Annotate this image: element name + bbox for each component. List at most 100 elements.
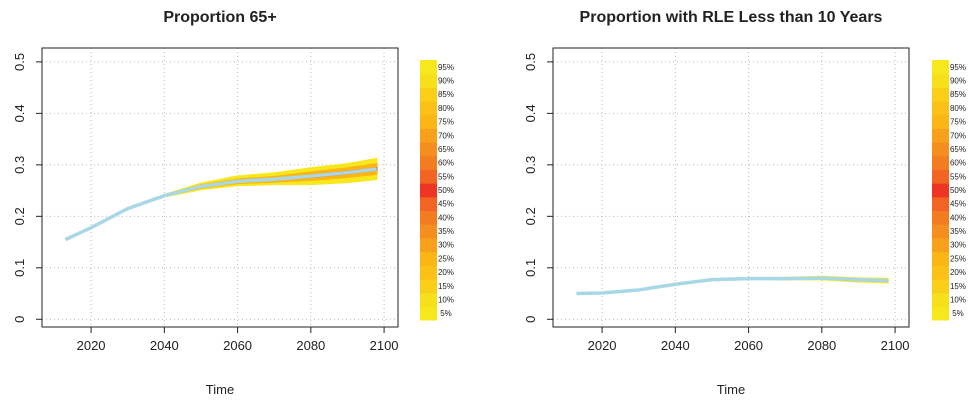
colorbar-swatch [420, 237, 437, 253]
colorbar-label: 75% [950, 118, 966, 127]
colorbar-label: 95% [438, 63, 454, 72]
colorbar-label: 70% [438, 131, 454, 140]
colorbar-swatch [932, 60, 949, 75]
colorbar-swatch [932, 306, 949, 321]
x-tick-label: 2100 [881, 338, 910, 353]
x-axis-label: Time [206, 382, 234, 397]
colorbar-swatch [420, 60, 437, 75]
colorbar-swatch [932, 155, 949, 170]
colorbar-label: 85% [950, 90, 966, 99]
colorbar-label: 30% [438, 241, 454, 250]
colorbar-label: 15% [950, 282, 966, 291]
colorbar-label: 55% [950, 172, 966, 181]
colorbar-swatch [420, 114, 437, 129]
colorbar-label: 35% [950, 227, 966, 236]
colorbar-swatch [420, 306, 437, 321]
colorbar-swatch [420, 142, 437, 157]
colorbar-swatch [420, 196, 437, 212]
colorbar-swatch [420, 278, 437, 294]
colorbar-label: 10% [950, 295, 966, 304]
colorbar-swatch [420, 128, 437, 143]
colorbar-label: 50% [950, 186, 966, 195]
x-axis-label: Time [717, 382, 745, 397]
colorbar-swatch [420, 292, 437, 307]
colorbar-swatch [420, 101, 437, 116]
y-tick-label: 0.1 [12, 259, 27, 277]
colorbar-label: 5% [440, 309, 452, 318]
colorbar-swatch [932, 278, 949, 294]
colorbar-swatch [932, 114, 949, 129]
colorbar-label: 80% [950, 104, 966, 113]
colorbar-swatch [932, 196, 949, 212]
y-tick-label: 0.4 [12, 104, 27, 122]
x-tick-label: 2060 [734, 338, 763, 353]
colorbar-label: 55% [438, 172, 454, 181]
median-line [64, 167, 377, 242]
colorbar-label: 60% [950, 159, 966, 168]
colorbar-swatch [932, 142, 949, 157]
colorbar-label: 40% [438, 213, 454, 222]
colorbar-swatch [932, 169, 949, 184]
colorbar-swatch [932, 265, 949, 280]
y-tick-label: 0.2 [12, 207, 27, 225]
y-tick-label: 0.4 [523, 104, 538, 122]
colorbar-swatch [420, 183, 437, 198]
colorbar-swatch [932, 224, 949, 239]
colorbar-label: 90% [438, 77, 454, 86]
y-tick-label: 0 [523, 316, 538, 323]
x-tick-label: 2040 [661, 338, 690, 353]
colorbar-swatch [932, 101, 949, 116]
chart-title: Proportion with RLE Less than 10 Years [580, 9, 883, 26]
colorbar-label: 85% [438, 90, 454, 99]
plot-frame [41, 47, 399, 328]
colorbar-swatch [932, 183, 949, 198]
colorbar-label: 20% [950, 268, 966, 277]
colorbar-swatch [932, 73, 949, 88]
colorbar-label: 35% [438, 227, 454, 236]
colorbar-label: 45% [438, 200, 454, 209]
x-tick-label: 2100 [370, 338, 399, 353]
colorbar-swatch [420, 265, 437, 280]
x-tick-label: 2060 [223, 338, 252, 353]
x-tick-label: 2040 [150, 338, 179, 353]
colorbar-swatch [420, 155, 437, 170]
colorbar-label: 95% [950, 63, 966, 72]
colorbar-swatch [420, 87, 437, 102]
colorbar-swatch [932, 210, 949, 225]
median-line [576, 276, 888, 296]
y-tick-label: 0.3 [12, 156, 27, 174]
colorbar-label: 75% [438, 118, 454, 127]
x-tick-label: 2020 [77, 338, 106, 353]
colorbar-label: 60% [438, 159, 454, 168]
colorbar-label: 65% [438, 145, 454, 154]
colorbar-swatch [420, 169, 437, 184]
x-tick-label: 2080 [296, 338, 325, 353]
plot-frame [552, 47, 910, 328]
colorbar-label: 5% [952, 309, 964, 318]
colorbar-swatch [420, 73, 437, 88]
colorbar-label: 70% [950, 131, 966, 140]
colorbar-label: 30% [950, 241, 966, 250]
y-tick-label: 0.5 [523, 53, 538, 71]
y-tick-label: 0.3 [523, 156, 538, 174]
colorbar-label: 25% [950, 254, 966, 263]
colorbar-label: 45% [950, 200, 966, 209]
colorbar-swatch [932, 128, 949, 143]
chart-title: Proportion 65+ [163, 9, 276, 26]
colorbar-swatch [932, 251, 949, 266]
x-tick-label: 2080 [807, 338, 836, 353]
colorbar-swatch [420, 210, 437, 225]
colorbar-swatch [420, 251, 437, 266]
y-tick-label: 0.1 [523, 259, 538, 277]
colorbar-label: 80% [438, 104, 454, 113]
y-tick-label: 0 [12, 316, 27, 323]
colorbar-swatch [932, 292, 949, 307]
colorbar-label: 65% [950, 145, 966, 154]
x-tick-label: 2020 [588, 338, 617, 353]
colorbar-label: 90% [950, 77, 966, 86]
colorbar-label: 40% [950, 213, 966, 222]
colorbar-label: 15% [438, 282, 454, 291]
y-tick-label: 0.5 [12, 53, 27, 71]
colorbar-label: 20% [438, 268, 454, 277]
